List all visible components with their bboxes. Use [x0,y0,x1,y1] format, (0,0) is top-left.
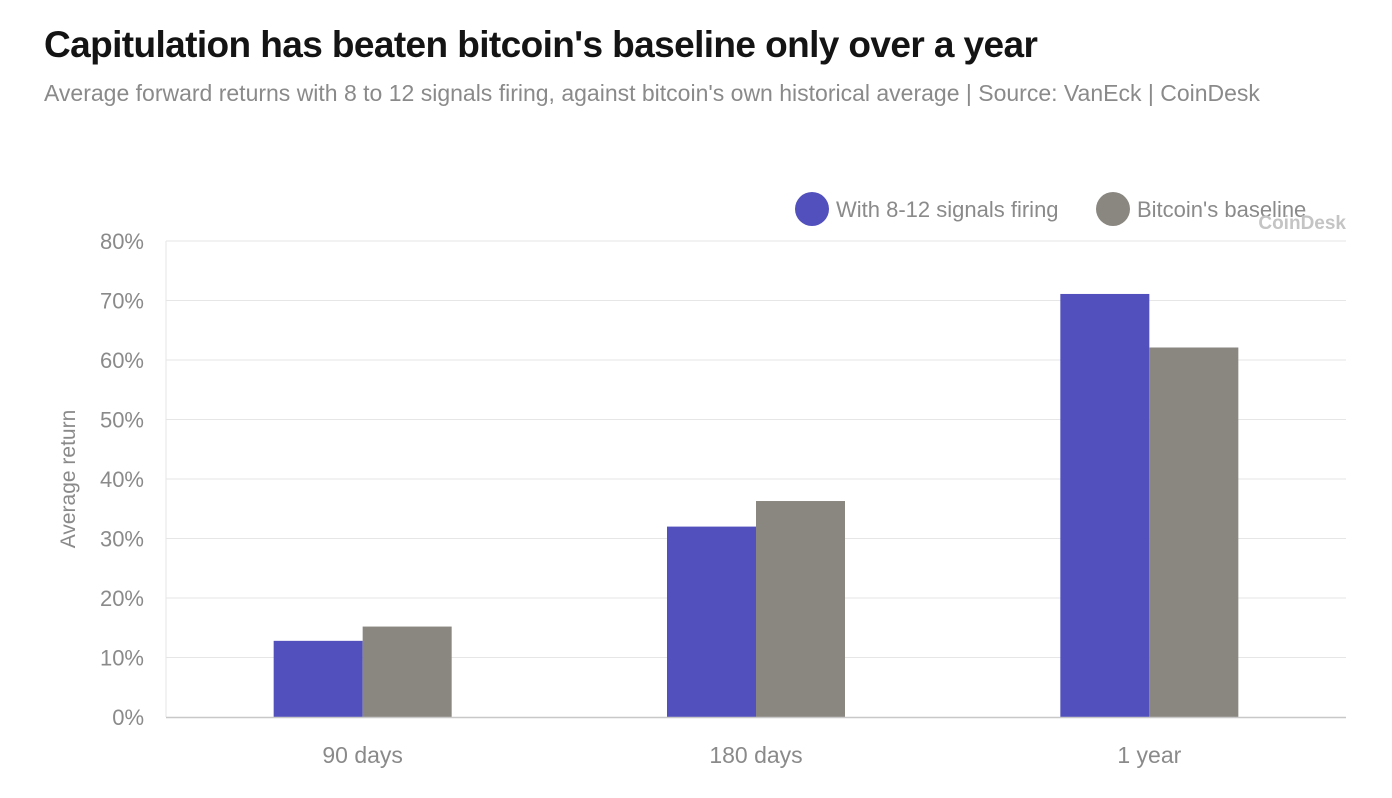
y-axis-label: Average return [57,410,80,549]
y-axis-ticks: 0% 10% 20% 30% 40% 50% 60% 70% 80% [100,229,144,730]
y-tick-label: 10% [100,646,144,671]
x-axis-ticks: 90 days 180 days 1 year [322,742,1181,768]
x-tick-label: 90 days [322,742,403,768]
coindesk-watermark: CoinDesk [1258,213,1346,234]
legend: With 8-12 signals firing Bitcoin's basel… [795,192,1306,226]
bar-baseline-2[interactable] [1149,347,1239,717]
bar-signals-2[interactable] [1060,293,1150,717]
bars [273,293,1239,717]
y-tick-label: 0% [112,705,144,730]
y-tick-label: 50% [100,408,144,433]
bar-baseline-1[interactable] [756,501,845,717]
chart-title: Capitulation has beaten bitcoin's baseli… [44,24,1038,65]
legend-swatch-baseline[interactable] [1096,192,1130,226]
legend-label-primary[interactable]: With 8-12 signals firing [836,197,1059,222]
legend-swatch-primary[interactable] [795,192,829,226]
bar-baseline-0[interactable] [362,626,452,717]
chart-subtitle: Average forward returns with 8 to 12 sig… [44,80,1260,106]
x-tick-label: 1 year [1117,742,1181,768]
y-tick-label: 80% [100,229,144,254]
bar-signals-0[interactable] [273,640,363,717]
y-tick-label: 30% [100,527,144,552]
bar-signals-1[interactable] [667,526,756,717]
x-tick-label: 180 days [709,742,802,768]
y-tick-label: 40% [100,467,144,492]
y-tick-label: 70% [100,289,144,314]
y-tick-label: 20% [100,586,144,611]
y-tick-label: 60% [100,348,144,373]
legend-label-baseline[interactable]: Bitcoin's baseline [1137,197,1306,222]
